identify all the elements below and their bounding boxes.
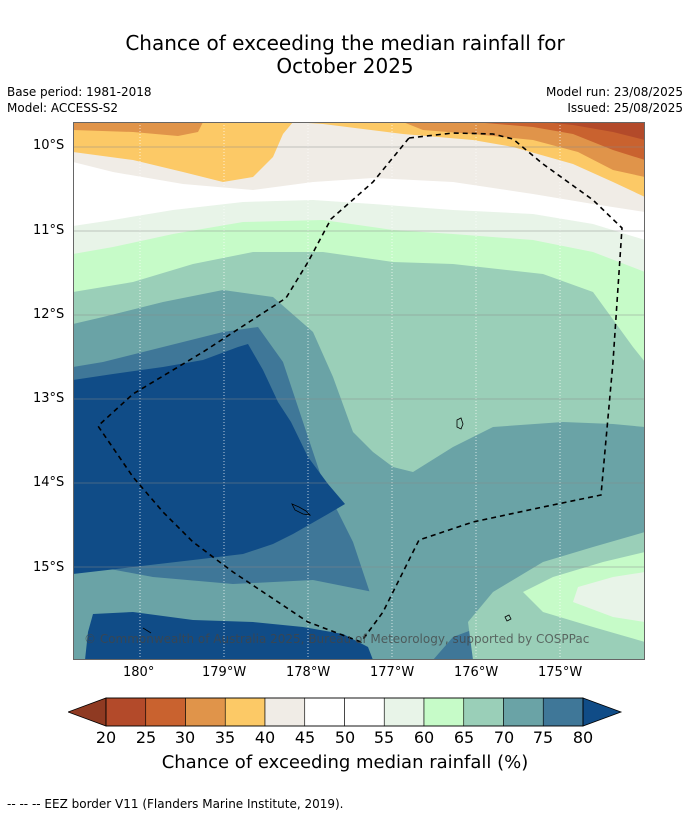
island-wallis: [456, 417, 464, 430]
colorbar-low-arrow: [68, 697, 107, 727]
lon-label-176w: 176°W: [454, 665, 499, 680]
lon-label-175w: 175°W: [538, 665, 583, 680]
colorbar-segment: [304, 697, 345, 727]
colorbar-high-arrow: [582, 697, 623, 727]
colorbar-segment: [145, 697, 186, 727]
colorbar-tick: 50: [334, 728, 356, 747]
colorbar-tick: 40: [254, 728, 276, 747]
colorbar-label: Chance of exceeding median rainfall (%): [161, 752, 529, 773]
colorbar-tick: 80: [572, 728, 594, 747]
model-run-label: Model run: 23/08/2025: [545, 85, 683, 99]
colorbar-tick: 20: [95, 728, 117, 747]
colorbar-tick: 30: [174, 728, 196, 747]
band-25-30: [473, 122, 645, 160]
colorbar-segment: [383, 697, 425, 727]
colorbar-segment: [264, 697, 306, 727]
colorbar-frame: [105, 697, 584, 727]
lat-label-13s: 13°S: [33, 391, 65, 406]
copyright-notice: © Commonwealth of Australia 2025, Bureau…: [84, 632, 590, 646]
colorbar-segment: [463, 697, 504, 727]
reef-southwest: [142, 627, 152, 634]
island-alofi: [291, 503, 312, 516]
colorbar-tick: 35: [214, 728, 236, 747]
lat-label-11s: 11°S: [33, 223, 65, 238]
map-title-line1: Chance of exceeding the median rainfall …: [125, 31, 565, 55]
lon-label-180: 180°: [123, 665, 155, 680]
eez-border: [96, 132, 623, 643]
island-southeast: [504, 614, 512, 622]
colorbar-tick: 75: [532, 728, 554, 747]
colorbar-tick: 60: [413, 728, 435, 747]
colorbar-tick: 55: [373, 728, 395, 747]
model-label: Model: ACCESS-S2: [7, 101, 119, 115]
eez-footnote: -- -- -- EEZ border V11 (Flanders Marine…: [7, 797, 344, 811]
colorbar-segment: [423, 697, 465, 727]
band-20-25: [543, 122, 645, 140]
graticule-horizontal: [73, 146, 645, 568]
colorbar-tick: 25: [135, 728, 157, 747]
colorbar-segment: [105, 697, 147, 727]
band-55-60-se: [573, 572, 645, 622]
colorbar-segments: [105, 697, 584, 727]
rainfall-probability-map: [73, 122, 645, 660]
band-80-plus-south: [85, 612, 373, 660]
band-30-35: [73, 122, 203, 136]
lon-label-177w: 177°W: [370, 665, 415, 680]
lat-label-14s: 14°S: [33, 475, 65, 490]
colorbar-segment: [185, 697, 226, 727]
map-title-line2: October 2025: [276, 54, 414, 78]
colorbar-segment: [224, 697, 266, 727]
lon-label-178w: 178°W: [286, 665, 331, 680]
issued-label: Issued: 25/08/2025: [567, 101, 683, 115]
lat-label-12s: 12°S: [33, 307, 65, 322]
base-period-label: Base period: 1981-2018: [7, 85, 152, 99]
map-frame: [73, 122, 645, 660]
colorbar: [68, 697, 623, 727]
colorbar-tick: 45: [294, 728, 316, 747]
colorbar-tick: 70: [493, 728, 515, 747]
band-35-40: [73, 122, 645, 197]
lat-label-15s: 15°S: [33, 560, 65, 575]
colorbar-segment: [542, 697, 584, 727]
band-80-plus: [73, 344, 345, 574]
colorbar-segment: [344, 697, 385, 727]
colorbar-segment: [503, 697, 544, 727]
lon-label-179w: 179°W: [202, 665, 247, 680]
colorbar-tick: 65: [453, 728, 475, 747]
lat-label-10s: 10°S: [33, 138, 65, 153]
